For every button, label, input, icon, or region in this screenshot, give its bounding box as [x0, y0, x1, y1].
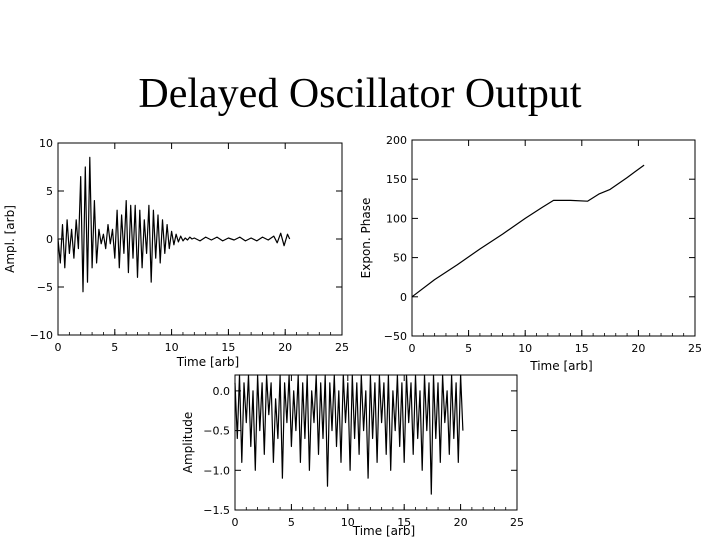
x-tick-label: 25 — [688, 342, 702, 355]
y-tick-label: 10 — [39, 137, 53, 150]
x-tick-label: 0 — [55, 341, 62, 354]
x-tick-label: 15 — [221, 341, 235, 354]
y-tick-label: −1.0 — [203, 464, 230, 477]
y-axis-label: Ampl. [arb] — [3, 205, 17, 273]
x-axis-label: Time [arb] — [176, 355, 239, 368]
x-axis-label: Time [arb] — [529, 359, 592, 373]
y-tick-label: 0.0 — [213, 385, 231, 398]
x-tick-label: 15 — [575, 342, 589, 355]
series-line-phase — [411, 164, 645, 298]
y-axis-label: Expon. Phase — [359, 198, 373, 279]
x-tick-label: 10 — [341, 516, 355, 529]
x-axis-label: Time [arb] — [352, 524, 415, 538]
y-tick-label: −10 — [30, 329, 53, 342]
plot-frame — [411, 139, 696, 337]
series-line-amplitude — [234, 374, 464, 495]
x-tick-label: 20 — [454, 516, 468, 529]
amplitude-error-chart: 0 5 10 15 20 25 −1.5 −1.0 −0.5 0.0 Time [arb] Ampli… — [181, 374, 524, 538]
y-tick-label: 0 — [46, 233, 53, 246]
y-tick-label: 0 — [400, 291, 407, 304]
x-tick-label: 0 — [232, 516, 239, 529]
x-tick-label: 0 — [409, 342, 416, 355]
y-tick-label: −5 — [37, 281, 53, 294]
y-tick-label: −50 — [384, 330, 407, 343]
x-tick-label: 5 — [288, 516, 295, 529]
y-tick-label: 150 — [386, 173, 407, 186]
x-tick-label: 15 — [397, 516, 411, 529]
y-tick-label: 200 — [386, 134, 407, 147]
y-tick-label: −1.5 — [203, 504, 230, 517]
x-tick-label: 5 — [111, 341, 118, 354]
y-tick-label: 5 — [46, 185, 53, 198]
y-tick-label: −0.5 — [203, 425, 230, 438]
x-tick-label: 5 — [465, 342, 472, 355]
series-line-amplitude — [57, 156, 291, 293]
y-tick-label: 50 — [393, 252, 407, 265]
x-tick-label: 20 — [631, 342, 645, 355]
x-tick-label: 10 — [518, 342, 532, 355]
x-tick-label: 10 — [165, 341, 179, 354]
slide-title: Delayed Oscillator Output — [138, 71, 582, 117]
x-tick-label: 25 — [510, 516, 524, 529]
x-tick-label: 20 — [278, 341, 292, 354]
y-tick-label: 100 — [386, 212, 407, 225]
plot-frame — [234, 374, 518, 511]
x-tick-label: 25 — [335, 341, 349, 354]
y-axis-label: Amplitude — [181, 412, 195, 474]
